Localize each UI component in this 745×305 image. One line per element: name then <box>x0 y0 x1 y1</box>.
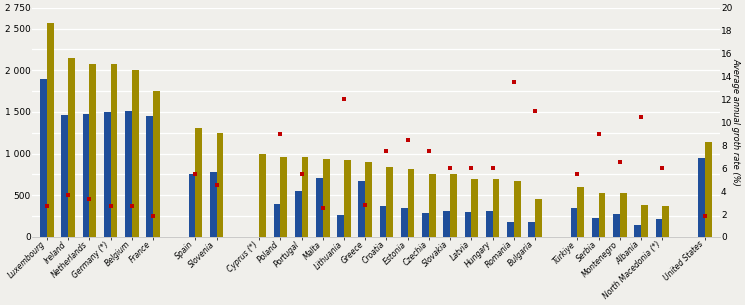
Bar <box>365 162 372 237</box>
Bar <box>125 111 132 237</box>
Bar <box>146 116 153 237</box>
Bar <box>83 113 89 237</box>
Bar <box>535 199 542 237</box>
Bar <box>577 187 584 237</box>
Bar <box>280 157 287 237</box>
Bar <box>429 174 436 237</box>
Bar <box>259 154 266 237</box>
Bar <box>514 181 521 237</box>
Bar <box>443 211 450 237</box>
Bar <box>387 167 393 237</box>
Bar <box>641 205 648 237</box>
Bar <box>153 91 160 237</box>
Bar <box>705 142 711 237</box>
Bar <box>104 112 110 237</box>
Bar <box>132 70 139 237</box>
Bar <box>337 215 344 237</box>
Bar <box>40 79 47 237</box>
Bar <box>592 218 599 237</box>
Bar <box>344 160 351 237</box>
Bar <box>47 23 54 237</box>
Bar <box>528 221 535 237</box>
Bar <box>450 174 457 237</box>
Bar <box>571 208 577 237</box>
Bar <box>273 204 280 237</box>
Bar <box>217 133 224 237</box>
Bar <box>358 181 365 237</box>
Bar <box>316 178 323 237</box>
Bar <box>110 64 118 237</box>
Bar <box>698 158 705 237</box>
Bar <box>492 179 499 237</box>
Bar <box>656 219 662 237</box>
Bar <box>422 213 429 237</box>
Bar <box>295 191 302 237</box>
Bar <box>472 179 478 237</box>
Bar <box>195 128 203 237</box>
Bar <box>662 206 669 237</box>
Bar <box>380 206 387 237</box>
Bar <box>599 193 606 237</box>
Y-axis label: Average annual groth rate (%): Average annual groth rate (%) <box>732 58 741 186</box>
Bar <box>89 64 96 237</box>
Bar <box>61 115 68 237</box>
Bar <box>465 212 472 237</box>
Bar <box>323 159 329 237</box>
Bar <box>507 221 514 237</box>
Bar <box>408 169 414 237</box>
Bar <box>613 214 620 237</box>
Bar <box>188 174 195 237</box>
Bar <box>401 208 408 237</box>
Bar <box>68 58 75 237</box>
Bar <box>210 172 217 237</box>
Bar <box>634 225 641 237</box>
Bar <box>302 157 308 237</box>
Bar <box>620 193 627 237</box>
Bar <box>486 211 492 237</box>
